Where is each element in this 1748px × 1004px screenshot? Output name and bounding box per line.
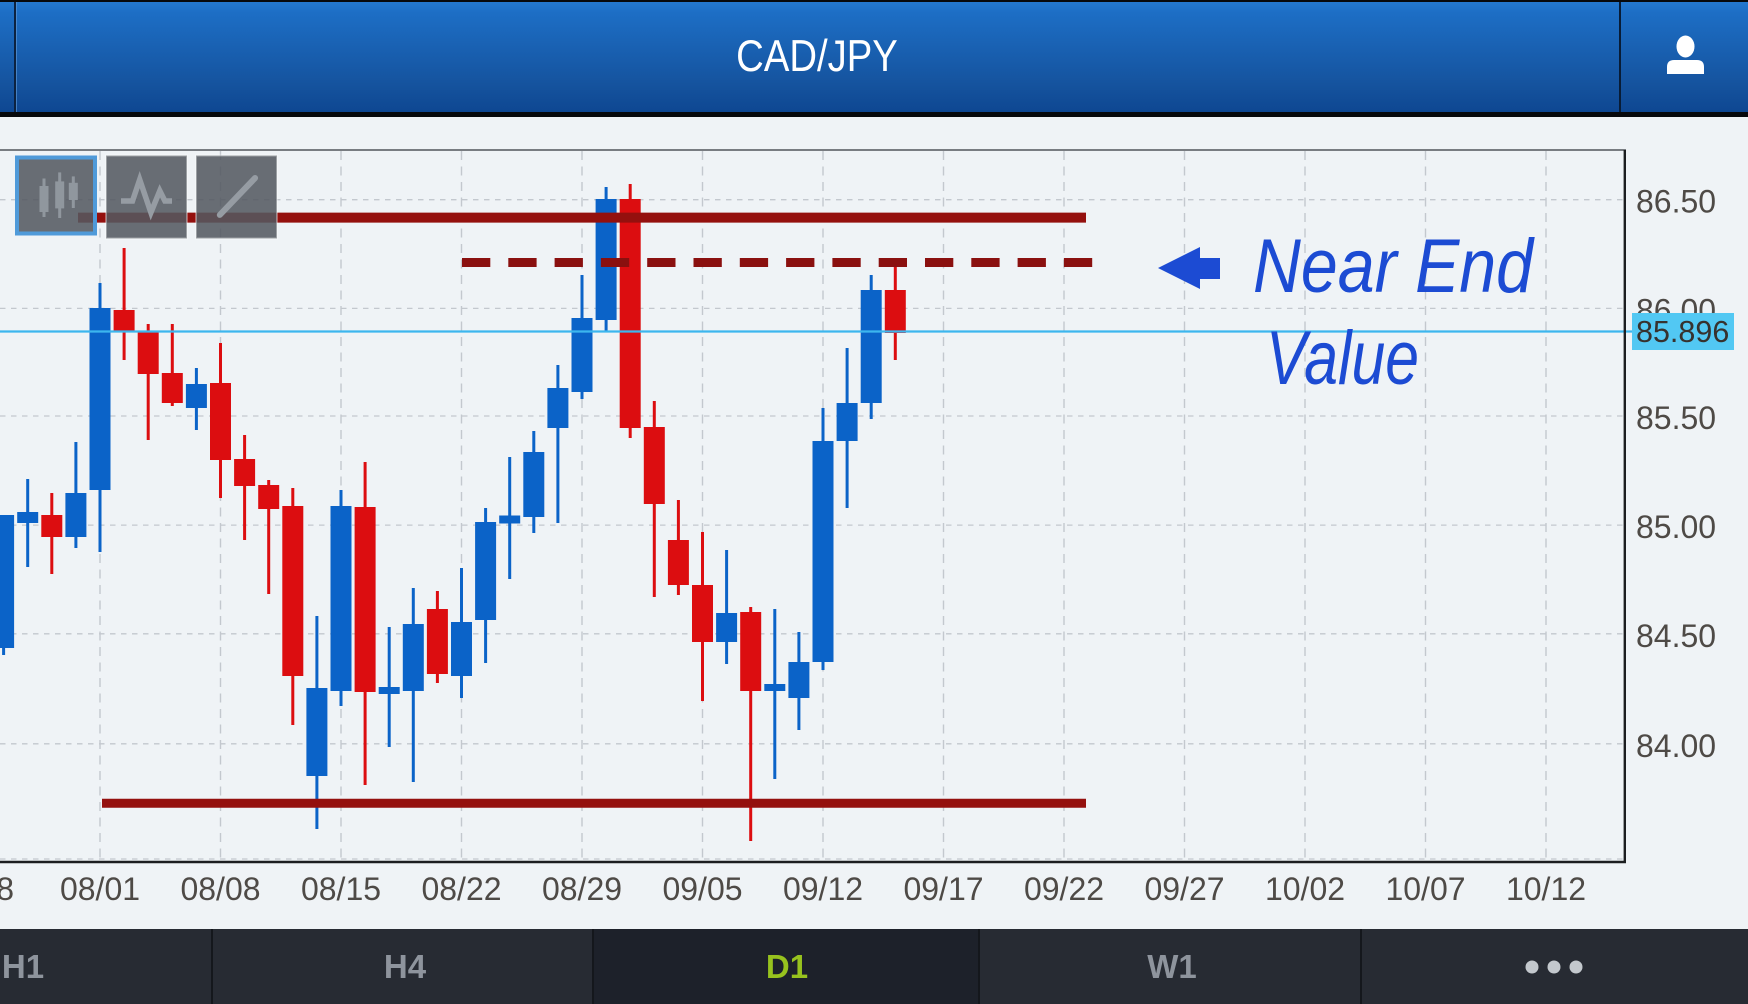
svg-text:10/12: 10/12 xyxy=(1506,871,1586,907)
svg-text:84.00: 84.00 xyxy=(1636,728,1716,764)
svg-text:08/29: 08/29 xyxy=(542,871,622,907)
svg-text:08/15: 08/15 xyxy=(301,871,381,907)
svg-text:Near End: Near End xyxy=(1253,224,1535,309)
svg-text:10/07: 10/07 xyxy=(1385,871,1465,907)
svg-text:09/12: 09/12 xyxy=(783,871,863,907)
svg-text:08/01: 08/01 xyxy=(60,871,140,907)
svg-text:09/27: 09/27 xyxy=(1144,871,1224,907)
svg-text:84.50: 84.50 xyxy=(1636,618,1716,654)
svg-text:85.50: 85.50 xyxy=(1636,400,1716,436)
svg-text:07/28: 07/28 xyxy=(0,871,14,907)
svg-text:09/22: 09/22 xyxy=(1024,871,1104,907)
svg-text:10/02: 10/02 xyxy=(1265,871,1345,907)
svg-text:Value: Value xyxy=(1266,316,1419,401)
svg-text:86.50: 86.50 xyxy=(1636,184,1716,220)
svg-text:85.896: 85.896 xyxy=(1636,315,1729,349)
svg-text:08/22: 08/22 xyxy=(421,871,501,907)
svg-text:85.00: 85.00 xyxy=(1636,509,1716,545)
svg-text:09/05: 09/05 xyxy=(662,871,742,907)
svg-text:08/08: 08/08 xyxy=(180,871,260,907)
svg-text:09/17: 09/17 xyxy=(903,871,983,907)
